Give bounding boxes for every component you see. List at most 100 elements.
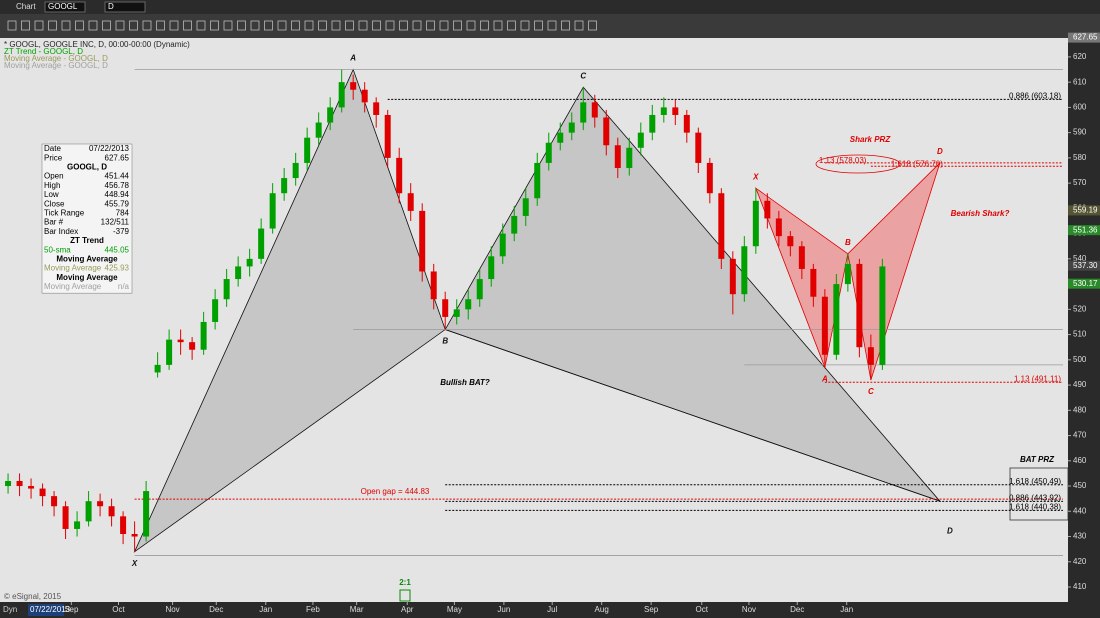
tool-icon[interactable] <box>7 20 17 31</box>
tool-icon[interactable] <box>547 20 557 31</box>
tool-icon[interactable] <box>331 20 341 31</box>
date-box <box>28 604 64 616</box>
ratio-icon[interactable] <box>399 589 411 602</box>
annotation: Open gap = 444.83 <box>361 487 430 496</box>
tool-icon[interactable] <box>223 20 233 31</box>
candle-body <box>304 137 311 163</box>
data-window-key: Price <box>44 153 63 162</box>
pattern-point-label: A <box>821 375 828 384</box>
candle-body <box>51 496 58 507</box>
tool-icon[interactable] <box>466 20 476 31</box>
symbol[interactable]: GOOGL <box>48 2 78 11</box>
candle-body <box>396 157 403 194</box>
x-tick-label: Apr <box>401 605 414 614</box>
tool-icon[interactable] <box>507 20 516 31</box>
tool-icon[interactable] <box>588 20 597 31</box>
candle-body <box>752 200 759 247</box>
tool-icon[interactable] <box>426 20 435 31</box>
x-tick-label: Nov <box>742 605 756 614</box>
symbol-box[interactable] <box>44 1 86 13</box>
tool-icon[interactable] <box>345 20 354 31</box>
tool-icon[interactable] <box>561 20 570 31</box>
candle-body <box>787 236 794 247</box>
tool-icon[interactable] <box>156 20 165 31</box>
data-window-key: Low <box>44 190 59 199</box>
tool-icon[interactable] <box>21 20 30 31</box>
tool-icon[interactable] <box>372 20 381 31</box>
tool-icon[interactable] <box>304 20 314 31</box>
price-badge-label: 627.65 <box>1073 33 1098 42</box>
y-tick-label: 430 <box>1073 532 1087 541</box>
tool-icon[interactable] <box>399 20 408 31</box>
data-window-header: ZT Trend <box>70 236 104 245</box>
tool-icon[interactable] <box>453 20 462 31</box>
y-tick-label: 610 <box>1073 77 1087 86</box>
tool-icon[interactable] <box>34 20 44 31</box>
candle-body <box>637 132 644 148</box>
tool-icon[interactable] <box>318 20 327 31</box>
tool-icon[interactable] <box>439 20 449 31</box>
tool-icon[interactable] <box>534 20 543 31</box>
candle-body <box>28 486 35 489</box>
data-window-value: 445.05 <box>105 245 130 254</box>
tool-icon[interactable] <box>196 20 206 31</box>
pattern-xd-line <box>445 329 941 502</box>
tool-icon[interactable] <box>520 20 530 31</box>
tool-icon[interactable] <box>61 20 71 31</box>
tool-icon[interactable] <box>183 20 192 31</box>
y-tick-label: 440 <box>1073 506 1087 515</box>
candle-body <box>729 258 736 295</box>
annotation: Bearish Shark? <box>951 209 1010 218</box>
tool-icon[interactable] <box>237 20 246 31</box>
tool-icon[interactable] <box>264 20 273 31</box>
tool-icon[interactable] <box>358 20 368 31</box>
x-tick-label: Feb <box>306 605 320 614</box>
y-tick-label: 540 <box>1073 254 1087 263</box>
x-tick-label: May <box>447 605 462 614</box>
interval-box[interactable] <box>104 1 146 13</box>
window-title: Chart <box>16 2 36 11</box>
x-tick-label: Oct <box>112 605 125 614</box>
candle-body <box>419 210 426 272</box>
candle-body <box>660 107 667 115</box>
y-tick-label: 410 <box>1073 582 1087 591</box>
tool-icon[interactable] <box>493 20 503 31</box>
tool-icon[interactable] <box>48 20 57 31</box>
candle-body <box>821 296 828 355</box>
tool-icon[interactable] <box>210 20 219 31</box>
pattern-point-label: X <box>752 172 759 181</box>
tool-icon[interactable] <box>291 20 300 31</box>
tool-icon[interactable] <box>250 20 260 31</box>
candle-body <box>856 263 863 348</box>
title-bar <box>0 0 1100 14</box>
tool-icon[interactable] <box>142 20 152 31</box>
tool-icon[interactable] <box>129 20 138 31</box>
toolbar <box>0 14 1100 38</box>
interval[interactable]: D <box>108 2 114 11</box>
candle-body <box>120 516 127 534</box>
candle-body <box>695 132 702 163</box>
x-tick-label: Jan <box>840 605 853 614</box>
data-window-key: Date <box>44 144 61 153</box>
tool-icon[interactable] <box>574 20 584 31</box>
time-axis <box>0 602 1068 618</box>
tool-icon[interactable] <box>385 20 395 31</box>
tool-icon[interactable] <box>88 20 98 31</box>
data-window-value: 132/511 <box>101 218 130 227</box>
tool-icon[interactable] <box>102 20 111 31</box>
copyright: © eSignal, 2015 <box>4 592 62 601</box>
tool-icon[interactable] <box>115 20 125 31</box>
candle-body <box>407 193 414 211</box>
tool-icon[interactable] <box>169 20 179 31</box>
candle-body <box>327 107 334 123</box>
tool-icon[interactable] <box>75 20 84 31</box>
data-window-header: Moving Average <box>56 273 118 282</box>
candle-body <box>212 299 219 322</box>
tool-icon[interactable] <box>480 20 489 31</box>
candle-body <box>315 122 322 138</box>
tool-icon[interactable] <box>277 20 287 31</box>
tool-icon[interactable] <box>412 20 422 31</box>
candle-body <box>97 501 104 507</box>
pattern-point-label: B <box>442 337 448 346</box>
y-tick-label: 580 <box>1073 153 1087 162</box>
